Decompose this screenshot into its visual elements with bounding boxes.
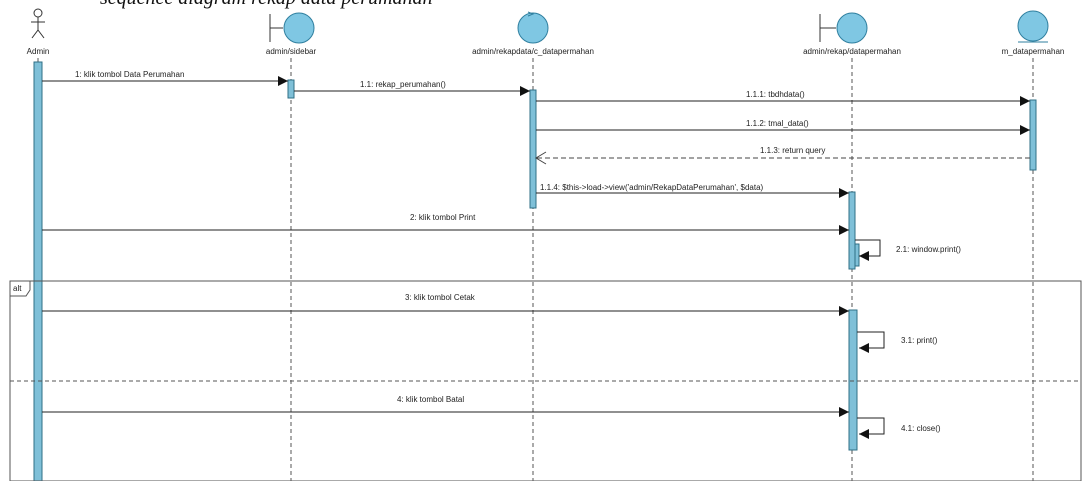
actor-icon [31,8,45,39]
arrowhead [859,251,869,261]
self-message-arrow [857,417,885,435]
arrowhead [859,343,869,353]
activation-controller [529,89,537,209]
lifeline-name-view: admin/rekap/datapermahan [803,47,901,56]
lifeline-name-controller: admin/rekapdata/c_datapermahan [472,47,594,56]
activation-view-2 [848,309,858,451]
message-label: 1.1.1: tbdhdata() [746,90,805,99]
arrowhead [520,86,530,96]
arrowhead [1020,96,1030,106]
caption-text: sequence diagram rekap data perumahan [100,0,433,9]
control-icon [517,11,549,44]
message-label: 2: klik tombol Print [410,213,476,222]
lifeline-name-admin: Admin [27,47,50,56]
arrowhead [278,76,288,86]
message-label: 2.1: window.print() [896,245,961,254]
alt-operator: alt [13,284,22,293]
lifeline-name-sidebar: admin/sidebar [266,47,317,56]
message-label: 1.1: rekap_perumahan() [360,80,446,89]
message-label: 1.1.3: return query [760,146,825,155]
lifeline-name-model: m_datapermahan [1002,47,1065,56]
alt-fragment-tag [9,280,31,297]
entity-icon [1017,10,1049,43]
activation-sidebar [287,79,295,99]
self-message-arrow [857,331,885,349]
boundary-icon [819,12,868,44]
arrowhead [839,407,849,417]
message-label: 1.1.4: $this->load->view('admin/RekapDat… [540,183,764,192]
message-label: 3: klik tombol Cetak [405,293,476,302]
arrowhead [839,188,849,198]
message-label: 3.1: print() [901,336,938,345]
arrowhead [839,306,849,316]
open-arrowhead [535,151,547,165]
message-label: 1.1.2: tmal_data() [746,119,809,128]
arrowhead [839,225,849,235]
activation-view-self-1 [854,243,860,267]
arrowhead [859,429,869,439]
message-label: 4.1: close() [901,424,941,433]
self-message-arrow [855,239,881,257]
boundary-icon [269,12,315,44]
message-label: 4: klik tombol Batal [397,395,464,404]
message-label: 1: klik tombol Data Perumahan [75,70,184,79]
activation-model [1029,99,1037,171]
activation-view-1 [848,191,856,270]
arrowhead [1020,125,1030,135]
activation-admin [33,61,43,481]
